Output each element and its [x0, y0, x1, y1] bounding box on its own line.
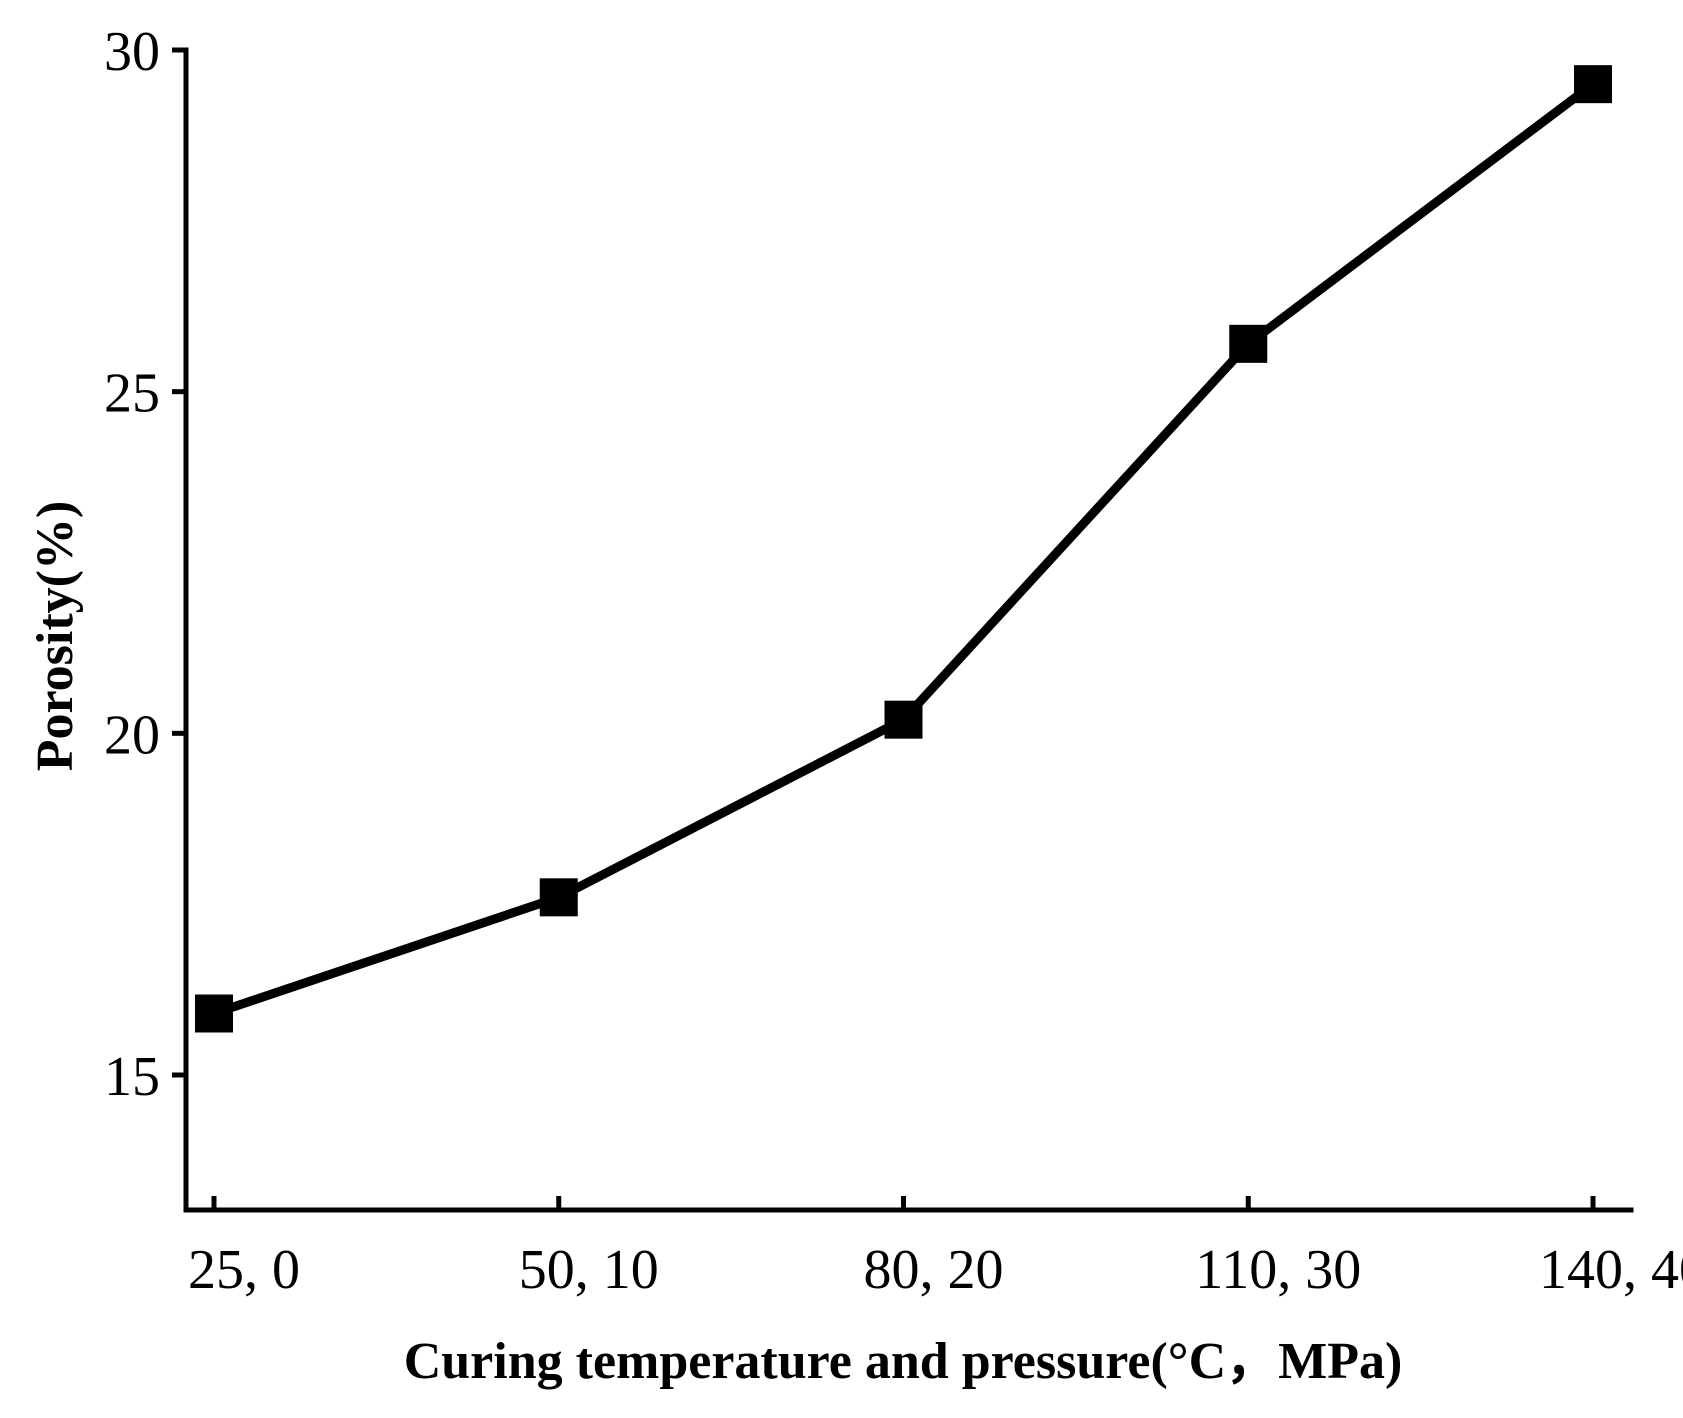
x-tick-label: 140, 40: [1539, 1239, 1683, 1301]
y-tick-label: 30: [104, 21, 160, 83]
plot-area: [195, 65, 1612, 1033]
x-tick-label: 80, 20: [864, 1239, 1004, 1301]
data-point: [884, 700, 923, 739]
data-point: [1574, 65, 1612, 104]
x-axis-title: Curing temperature and pressure(°C，MPa): [404, 1333, 1403, 1390]
x-tick-label: 110, 30: [1195, 1239, 1361, 1301]
y-tick-label: 25: [104, 363, 160, 425]
x-tick-label: 50, 10: [519, 1239, 659, 1301]
data-point: [195, 994, 233, 1033]
data-point: [539, 878, 578, 917]
y-axis-title: Porosity(%): [27, 501, 84, 772]
y-tick-label: 20: [104, 704, 160, 766]
data-point: [1229, 324, 1268, 363]
axes: 15 20 25 30 25, 0 50, 10 80, 20 110, 30 140, 40: [104, 21, 1683, 1301]
y-tick-label: 15: [104, 1046, 160, 1108]
series-line: [209, 79, 1598, 1018]
x-tick-label: 25, 0: [188, 1239, 300, 1301]
